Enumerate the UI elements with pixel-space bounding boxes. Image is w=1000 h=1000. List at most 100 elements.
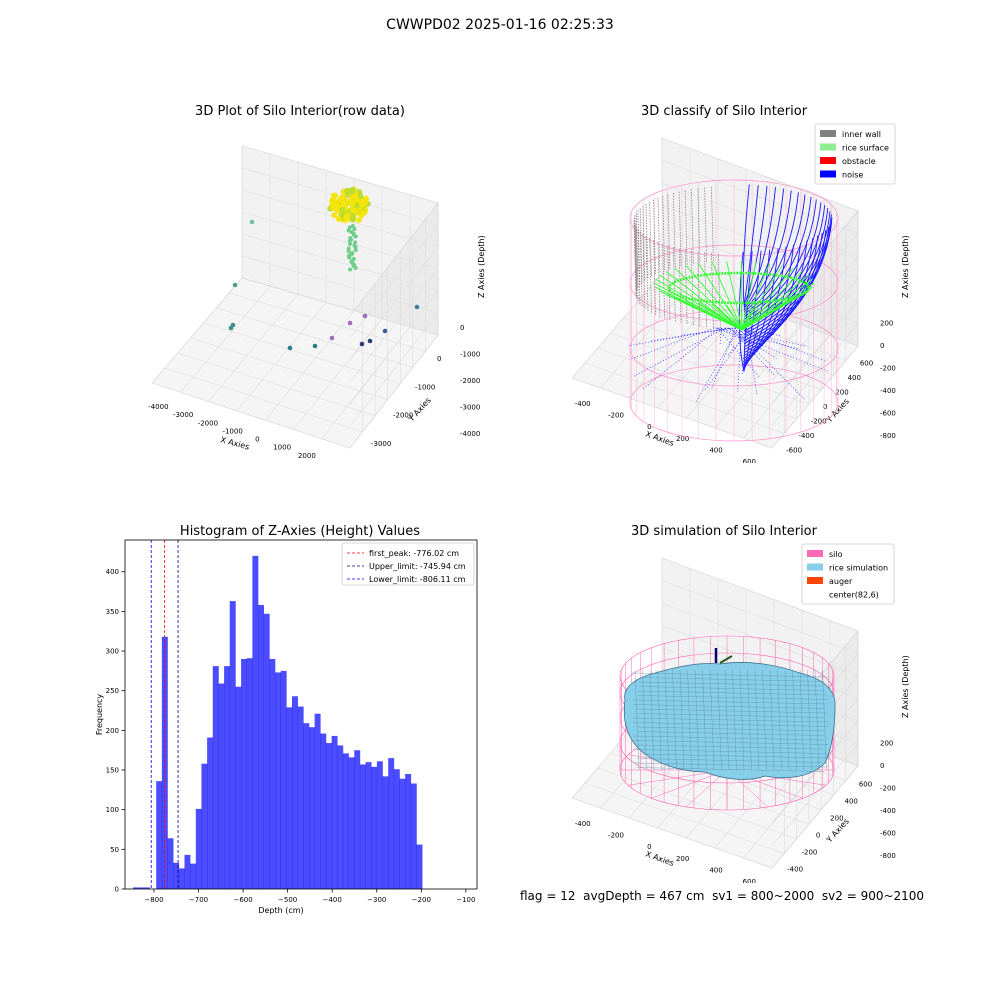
histogram-bar — [291, 696, 298, 889]
legend-label: obstacle — [842, 157, 876, 166]
y-tick-label: -200 — [811, 418, 827, 426]
floor-grid-line — [636, 302, 834, 376]
noise-points — [650, 327, 733, 342]
noise-points — [679, 327, 737, 336]
rice-surface-points — [740, 261, 743, 331]
y-tick-label: 50 — [110, 846, 119, 854]
classify-3d-plot: -400-20002004006006004002000-200-400-600… — [571, 123, 910, 463]
noise-points — [627, 327, 729, 347]
noise-points — [743, 190, 792, 311]
data-point — [331, 212, 338, 219]
x-tick-label: −600 — [233, 896, 252, 904]
data-point — [329, 335, 335, 341]
histogram-bar — [167, 838, 174, 889]
z-tick-label: -200 — [880, 364, 896, 372]
noise-points — [743, 232, 823, 354]
z-tick-label: 0 — [880, 342, 884, 350]
noise-points — [727, 327, 777, 359]
histogram-bar — [308, 727, 315, 889]
inner-wall-points — [637, 210, 641, 286]
histogram-bar — [399, 778, 406, 889]
histogram-bar — [229, 601, 236, 889]
rice-simulation-mesh — [632, 717, 829, 723]
rice-simulation-mesh — [649, 669, 655, 771]
rice-simulation-mesh — [814, 669, 820, 771]
y-tick-label: -200 — [802, 849, 818, 857]
rice-simulation-mesh — [639, 753, 830, 759]
rice-simulation-mesh — [724, 669, 730, 771]
data-point — [347, 225, 352, 230]
histogram-bar — [241, 658, 248, 889]
inner-wall-points — [635, 212, 639, 288]
inner-wall-points — [667, 194, 671, 270]
x-tick-label: 200 — [676, 855, 689, 863]
noise-points — [704, 327, 750, 392]
data-point — [343, 214, 350, 221]
rice-simulation-mesh — [638, 690, 828, 696]
rice-simulation-mesh — [637, 767, 823, 772]
data-point — [349, 200, 356, 207]
inner-wall-points — [633, 217, 637, 293]
histogram-bar — [258, 605, 265, 889]
rice-surface-points — [741, 267, 794, 331]
floor-grid-line — [264, 310, 355, 421]
rice-simulation-mesh — [634, 669, 640, 771]
noise-points — [741, 327, 748, 376]
data-point — [347, 320, 353, 326]
histogram-bar — [275, 672, 281, 889]
rice-simulation-mesh — [633, 704, 825, 709]
wall-grid-line — [349, 246, 439, 361]
data-point — [332, 192, 339, 199]
histogram-bar — [178, 868, 185, 889]
legend-label: rice surface — [842, 144, 889, 153]
floor-grid-line — [180, 285, 271, 393]
classify-plot-title: 3D classify of Silo Interior — [640, 104, 808, 119]
wall-grid-line — [771, 743, 859, 846]
rice-simulation-mesh — [747, 669, 752, 771]
inner-wall-points — [649, 238, 652, 314]
rice-simulation-mesh — [754, 669, 760, 771]
noise-points — [743, 185, 768, 307]
rice-simulation-mesh — [638, 731, 824, 736]
data-point — [335, 215, 342, 222]
z-tick-label: 0 — [880, 762, 884, 770]
rice-simulation-mesh — [637, 726, 826, 732]
data-point — [353, 240, 358, 245]
data-point — [353, 248, 358, 252]
data-point — [414, 304, 420, 310]
x-tick-label: 0 — [255, 436, 259, 444]
rice-surface-points — [741, 261, 757, 331]
y-tick-label: -1000 — [415, 383, 435, 391]
x-tick-label: -400 — [575, 400, 591, 408]
wall-grid-line — [771, 720, 859, 824]
x-tick-label: 1000 — [273, 444, 291, 452]
histogram-plot: −800 −700 −600 −500 −400 −300 −200 −100 0 50 100 15… — [95, 539, 478, 915]
floor-grid-line — [584, 782, 785, 854]
histogram-bar — [269, 658, 276, 889]
data-point — [312, 343, 318, 349]
data-point — [353, 245, 358, 249]
rice-simulation-mesh — [632, 735, 825, 741]
noise-points — [745, 327, 758, 395]
histogram-bar — [371, 766, 378, 889]
histogram-bar — [320, 733, 327, 889]
histogram-bar — [303, 723, 310, 889]
data-point — [350, 224, 355, 228]
z-tick-label: 200 — [880, 319, 893, 327]
x-tick-label: -400 — [575, 820, 591, 828]
histogram-bar — [190, 863, 197, 889]
noise-points — [740, 327, 752, 336]
floor-grid-line — [293, 318, 383, 430]
x-tick-label: −200 — [412, 896, 431, 904]
noise-points — [632, 327, 726, 378]
noise-points — [743, 246, 787, 368]
y-tick-label: 100 — [106, 806, 119, 814]
histogram-bar — [195, 808, 202, 889]
noise-points — [743, 188, 785, 309]
rice-simulation-mesh — [637, 758, 823, 763]
legend-label: noise — [842, 171, 863, 180]
y-tick-label: 400 — [845, 798, 858, 806]
histogram-bar — [263, 613, 270, 889]
histogram-bar — [325, 743, 332, 889]
legend-swatch — [807, 590, 823, 598]
